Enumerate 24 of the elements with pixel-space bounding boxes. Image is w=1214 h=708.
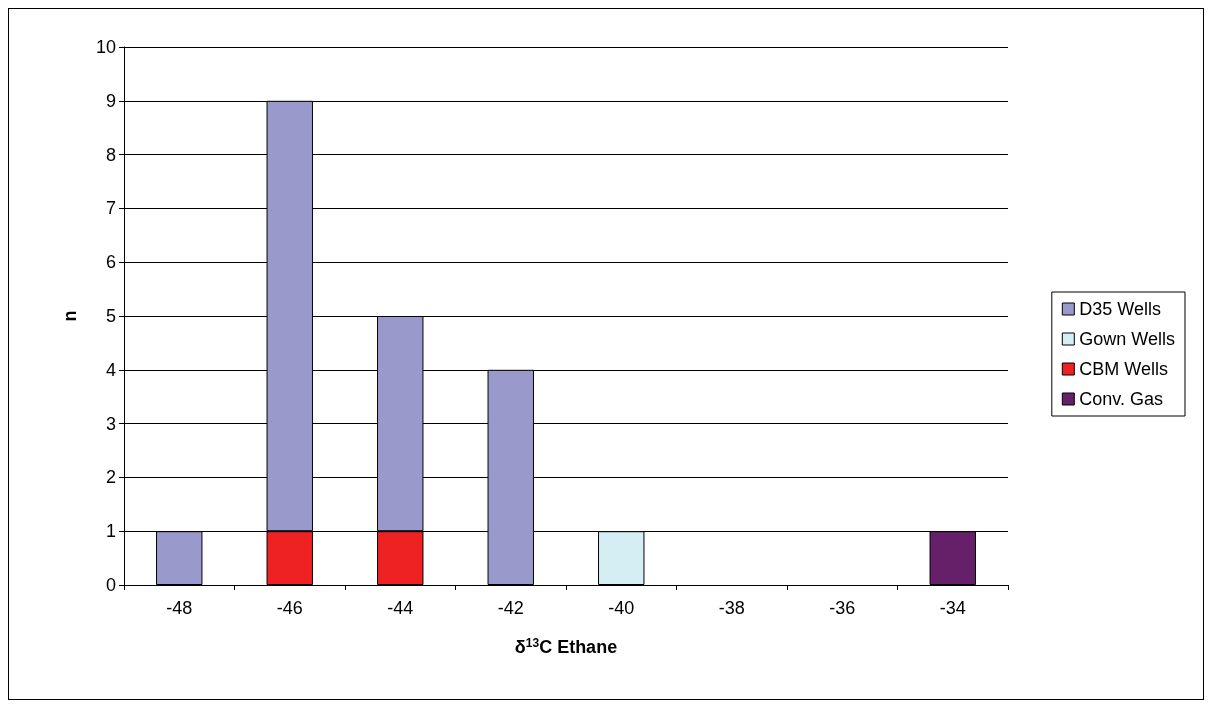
y-tick-label: 8	[105, 144, 116, 165]
x-tick-label: -42	[497, 598, 524, 618]
y-tick-label: 9	[105, 90, 116, 111]
legend-label: D35 Wells	[1079, 299, 1162, 319]
x-tick-label: -40	[608, 598, 635, 618]
y-tick-label: 2	[105, 467, 116, 488]
y-tick-label: 3	[105, 413, 116, 434]
legend-label: Gown Wells	[1079, 329, 1176, 349]
legend-label: CBM Wells	[1079, 359, 1168, 379]
y-axis-title: n	[60, 310, 80, 322]
y-tick-label: 5	[105, 306, 116, 326]
y-tick-label: 4	[105, 359, 116, 380]
y-tick-label: 0	[105, 575, 116, 595]
x-tick-label: -44	[387, 598, 414, 618]
x-tick-label: -34	[939, 598, 966, 618]
legend-label: Conv. Gas	[1079, 389, 1164, 409]
y-tick-label: 6	[105, 252, 116, 273]
y-tick-label: 10	[95, 37, 116, 57]
y-tick-label: 7	[105, 198, 116, 219]
x-tick-label: -36	[829, 598, 856, 618]
y-tick-label: 1	[105, 521, 116, 542]
x-tick-label: -48	[166, 598, 193, 618]
x-tick-label: -38	[718, 598, 745, 618]
x-tick-label: -46	[276, 598, 303, 618]
